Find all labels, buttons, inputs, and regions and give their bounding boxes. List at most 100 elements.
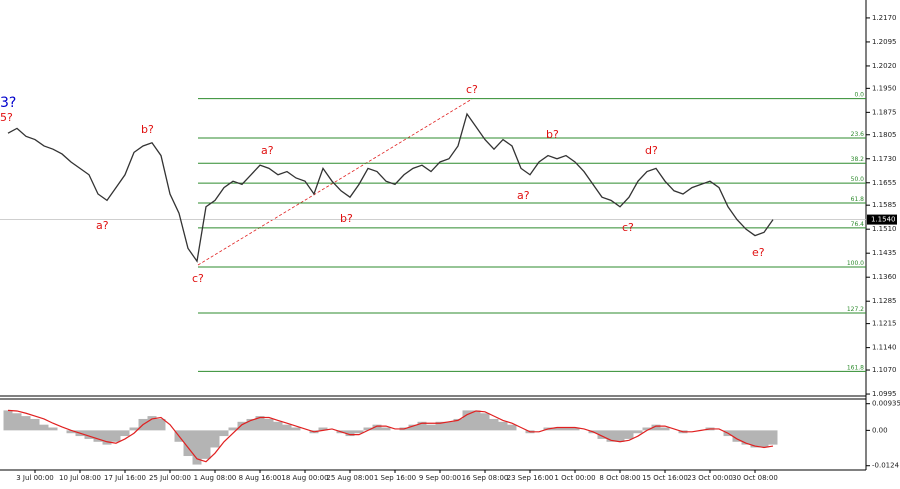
fib-label: 76.4 xyxy=(851,221,865,228)
x-tick-label: 17 Jul 16:00 xyxy=(104,474,146,482)
x-tick-label: 9 Sep 00:00 xyxy=(419,474,461,482)
y-tick-label: 1.1285 xyxy=(872,297,897,305)
price-line xyxy=(7,112,774,263)
y-tick-label: 1.1655 xyxy=(872,179,897,187)
y-tick-label: -0.0124 xyxy=(872,462,900,470)
macd-bar xyxy=(759,430,769,448)
x-tick-label: 18 Aug 00:00 xyxy=(281,474,328,482)
fib-label: 127.2 xyxy=(847,306,864,313)
macd-bar xyxy=(318,427,328,431)
fib-label: 23.6 xyxy=(851,131,865,138)
x-tick-label: 3 Jul 00:00 xyxy=(16,474,54,482)
last-price-label: 1.1540 xyxy=(871,216,896,224)
fib-label: 0.0 xyxy=(854,92,864,99)
macd-bar xyxy=(408,424,418,431)
macd-bar xyxy=(615,430,625,442)
macd-bar xyxy=(651,424,661,431)
y-tick-label: 1.2170 xyxy=(872,14,897,22)
macd-bar xyxy=(102,430,112,445)
macd-bar xyxy=(291,427,301,431)
trend-line xyxy=(197,98,473,266)
macd-bar xyxy=(417,421,427,431)
x-tick-label: 25 Jul 00:00 xyxy=(149,474,191,482)
wave-label: c? xyxy=(192,272,204,285)
macd-bar xyxy=(219,430,229,437)
macd-bar xyxy=(129,427,139,431)
macd-bar xyxy=(246,418,256,431)
x-tick-label: 8 Oct 08:00 xyxy=(599,474,640,482)
y-tick-label: 1.1510 xyxy=(872,225,897,233)
x-tick-label: 16 Sep 08:00 xyxy=(462,474,509,482)
last-price-box xyxy=(867,214,897,225)
y-tick-label: 1.1070 xyxy=(872,366,897,374)
wave-label: b? xyxy=(141,123,154,136)
macd-bar xyxy=(210,430,220,448)
wave-label: 5? xyxy=(0,111,13,124)
x-tick-label: 10 Jul 08:00 xyxy=(59,474,101,482)
wave-label: c? xyxy=(466,83,478,96)
macd-bar xyxy=(453,418,463,431)
macd-bar xyxy=(372,424,382,431)
macd-bar xyxy=(480,413,490,431)
macd-bar xyxy=(39,424,49,431)
macd-bar xyxy=(507,424,517,431)
macd-bar xyxy=(183,430,193,457)
macd-bar xyxy=(21,416,31,431)
y-tick-label: 1.1730 xyxy=(872,155,897,163)
macd-bar xyxy=(732,430,742,442)
macd-bar xyxy=(570,427,580,431)
x-tick-label: 1 Sep 16:00 xyxy=(374,474,416,482)
macd-bar xyxy=(93,430,103,442)
macd-bar xyxy=(741,430,751,445)
fib-label: 61.8 xyxy=(851,196,865,203)
wave-label: a? xyxy=(261,144,274,157)
macd-bar xyxy=(84,430,94,439)
macd-bar xyxy=(255,416,265,431)
wave-label: d? xyxy=(645,144,658,157)
macd-bar xyxy=(354,430,364,434)
macd-bar xyxy=(345,430,355,437)
y-tick-label: 1.1435 xyxy=(872,249,897,257)
macd-bar xyxy=(471,410,481,431)
wave-label: a? xyxy=(517,189,530,202)
wave-label: b? xyxy=(340,212,353,225)
macd-bar xyxy=(120,430,130,437)
y-tick-label: 1.1360 xyxy=(872,273,897,281)
y-tick-label: 1.1875 xyxy=(872,108,897,116)
x-tick-label: 8 Aug 16:00 xyxy=(239,474,282,482)
macd-bar xyxy=(12,413,22,431)
wave-label: 3? xyxy=(0,95,16,111)
y-tick-label: 1.0995 xyxy=(872,390,897,398)
macd-bar xyxy=(363,427,373,431)
wave-label: c? xyxy=(622,221,634,234)
fib-label: 38.2 xyxy=(851,156,865,163)
macd-bar xyxy=(3,410,13,431)
macd-bar xyxy=(201,430,211,459)
fib-label: 100.0 xyxy=(847,260,864,267)
y-tick-label: 0.00935 xyxy=(872,400,900,408)
y-tick-label: 1.1215 xyxy=(872,320,897,328)
x-tick-label: 15 Oct 16:00 xyxy=(642,474,688,482)
wave-label: a? xyxy=(96,219,109,232)
wave-label: e? xyxy=(752,246,765,259)
macd-bar xyxy=(264,418,274,431)
x-tick-label: 23 Sep 16:00 xyxy=(507,474,554,482)
macd-bar xyxy=(633,430,643,434)
macd-bar xyxy=(462,410,472,431)
y-tick-label: 1.1585 xyxy=(872,201,897,209)
macd-bar xyxy=(192,430,202,465)
macd-bar xyxy=(66,430,76,434)
macd-bar xyxy=(750,430,760,448)
x-tick-label: 30 Oct 08:00 xyxy=(732,474,778,482)
macd-bar xyxy=(237,421,247,431)
y-tick-label: 1.1140 xyxy=(872,344,897,352)
y-tick-label: 1.2020 xyxy=(872,62,897,70)
macd-bar xyxy=(228,427,238,431)
y-tick-label: 1.1950 xyxy=(872,84,897,92)
macd-bar xyxy=(597,430,607,439)
macd-bar xyxy=(282,424,292,431)
x-tick-label: 25 Aug 08:00 xyxy=(326,474,373,482)
macd-bar xyxy=(147,416,157,431)
x-tick-label: 1 Aug 08:00 xyxy=(194,474,237,482)
